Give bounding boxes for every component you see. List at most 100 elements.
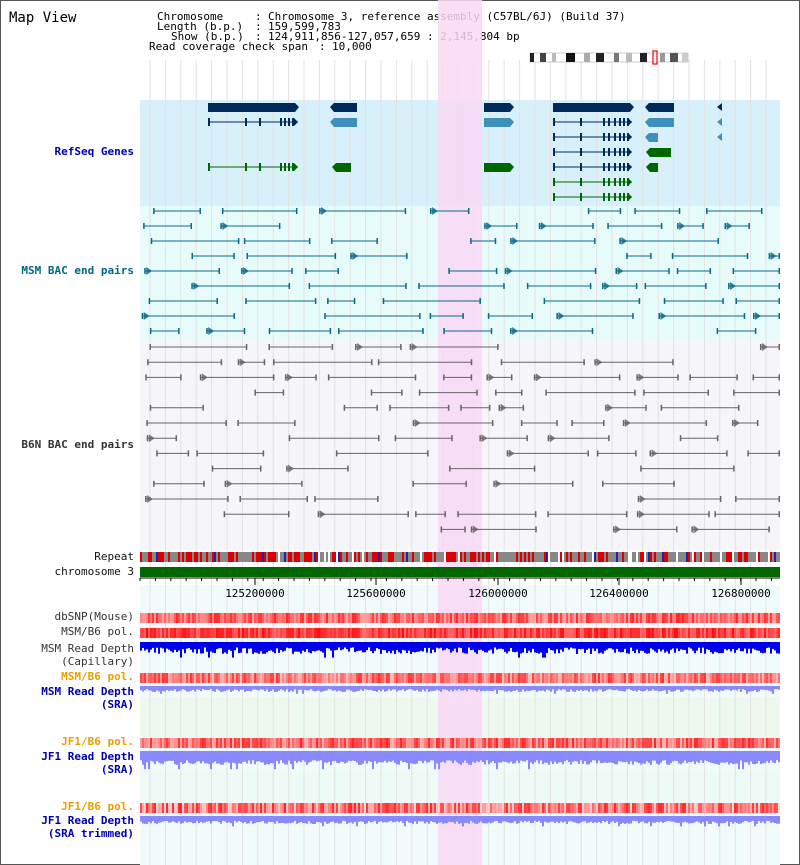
b6n-bac-pair[interactable] [520, 420, 558, 426]
b6n-bac-pair[interactable] [571, 420, 605, 426]
b6n-bac-pair[interactable] [498, 403, 525, 412]
msm-bac-pair[interactable] [634, 208, 681, 214]
msm-bac-pair[interactable] [430, 207, 470, 215]
b6n-bac-pair[interactable] [649, 449, 728, 458]
gene-transcript[interactable] [484, 163, 514, 172]
b6n-bac-pair[interactable] [752, 374, 780, 381]
msm-bac-pair[interactable] [732, 268, 780, 274]
msm-bac-pair[interactable] [150, 238, 240, 244]
msm-bac-pair[interactable] [470, 238, 497, 244]
msm-bac-pair[interactable] [671, 253, 749, 259]
b6n-bac-pair[interactable] [335, 450, 429, 457]
refseq-genes-label[interactable]: RefSeq Genes [54, 145, 134, 158]
msm-bac-pair[interactable] [191, 282, 291, 290]
b6n-bac-pair[interactable] [545, 389, 636, 396]
b6n-bac-pair[interactable] [149, 344, 248, 350]
b6n-bac-pair[interactable] [679, 435, 719, 442]
msm-bac-pair[interactable] [324, 313, 421, 319]
gene-transcript[interactable] [553, 193, 632, 201]
msm-bac-pair[interactable] [504, 267, 597, 275]
msm-bac-pair[interactable] [241, 267, 293, 275]
b6n-bac-label[interactable]: B6N BAC end pairs [21, 438, 134, 451]
gene-transcript[interactable] [332, 163, 351, 172]
b6n-bac-pair[interactable] [714, 511, 780, 518]
msm-bac-pair[interactable] [706, 208, 763, 214]
b6n-bac-pair[interactable] [418, 389, 478, 396]
msm-bac-pair[interactable] [728, 282, 780, 290]
gene-transcript[interactable] [553, 163, 632, 171]
msm-bac-pair[interactable] [220, 222, 281, 230]
gene-transcript[interactable] [645, 133, 658, 142]
b6n-bac-pair[interactable] [370, 389, 403, 396]
msm-bac-pair[interactable] [144, 267, 220, 275]
msm-bac-pair[interactable] [331, 238, 378, 244]
b6n-bac-pair[interactable] [146, 420, 227, 426]
msm-bac-pair[interactable] [644, 283, 707, 289]
msm-bac-pair[interactable] [418, 283, 505, 289]
msm-bac-pair[interactable] [206, 327, 246, 335]
b6n-bac-pair[interactable] [733, 389, 780, 396]
gene-transcript[interactable] [484, 118, 514, 127]
msm-bac-pair[interactable] [221, 208, 298, 214]
msm-bac-pair[interactable] [677, 222, 704, 230]
b6n-bac-pair[interactable] [440, 526, 466, 533]
b6n-bac-pair[interactable] [327, 374, 417, 381]
gene-summary[interactable] [645, 103, 674, 112]
b6n-bac-pair[interactable] [613, 525, 678, 534]
b6n-bac-pair[interactable] [288, 435, 380, 442]
msm-bac-pair[interactable] [143, 223, 193, 229]
b6n-bac-pair[interactable] [273, 359, 373, 366]
b6n-bac-pair[interactable] [443, 374, 473, 381]
msm-bac-pair[interactable] [543, 298, 641, 304]
msm-bac-pair[interactable] [327, 298, 356, 304]
msm-bac-pair[interactable] [191, 253, 235, 259]
gene-summary[interactable] [208, 103, 299, 112]
b6n-bac-pair[interactable] [377, 359, 473, 366]
msm-bac-pair[interactable] [148, 298, 218, 304]
b6n-bac-pair[interactable] [596, 450, 637, 457]
msm-bac-pair[interactable] [308, 283, 407, 289]
msm-bac-pair[interactable] [448, 268, 498, 274]
b6n-bac-pair[interactable] [547, 511, 628, 518]
b6n-bac-pair[interactable] [500, 359, 585, 366]
msm-bac-pair[interactable] [382, 298, 481, 304]
b6n-bac-pair[interactable] [412, 480, 467, 487]
b6n-bac-pair[interactable] [224, 479, 303, 488]
msm-bac-pair[interactable] [149, 328, 180, 334]
b6n-bac-pair[interactable] [493, 479, 574, 488]
b6n-bac-pair[interactable] [239, 496, 308, 502]
msm-bac-pair[interactable] [338, 328, 424, 334]
gene-summary[interactable] [330, 103, 357, 112]
msm-bac-pair[interactable] [510, 327, 594, 335]
b6n-bac-pair[interactable] [211, 465, 262, 472]
b6n-bac-pair[interactable] [145, 374, 182, 381]
msm-bac-pair[interactable] [153, 208, 201, 214]
b6n-bac-pair[interactable] [759, 343, 780, 351]
msm-bac-pair[interactable] [768, 252, 780, 260]
b6n-bac-pair[interactable] [149, 404, 204, 411]
msm-bac-pair[interactable] [663, 298, 724, 304]
b6n-bac-pair[interactable] [486, 373, 513, 382]
gene-transcript[interactable] [208, 163, 298, 171]
b6n-bac-pair[interactable] [689, 374, 738, 381]
b6n-bac-pair[interactable] [636, 373, 679, 382]
b6n-bac-pair[interactable] [691, 525, 770, 534]
msm-bac-pair[interactable] [587, 208, 622, 214]
b6n-bac-pair[interactable] [602, 480, 675, 487]
b6n-bac-pair[interactable] [412, 419, 494, 427]
msm-bac-pair[interactable] [556, 312, 634, 320]
b6n-bac-pair[interactable] [394, 435, 453, 442]
b6n-bac-pair[interactable] [237, 358, 266, 367]
gene-transcript[interactable] [553, 133, 632, 141]
gene-transcript[interactable] [553, 178, 632, 186]
msm-bac-pair[interactable] [735, 298, 780, 304]
msm-bac-pair[interactable] [538, 222, 594, 230]
b6n-bac-pair[interactable] [147, 359, 223, 366]
b6n-bac-pair[interactable] [146, 434, 178, 443]
msm-bac-pair[interactable] [716, 328, 757, 334]
b6n-bac-pair[interactable] [457, 511, 537, 518]
gene-transcript[interactable] [330, 118, 357, 127]
gene-transcript[interactable] [553, 148, 632, 156]
b6n-bac-pair[interactable] [389, 404, 450, 411]
